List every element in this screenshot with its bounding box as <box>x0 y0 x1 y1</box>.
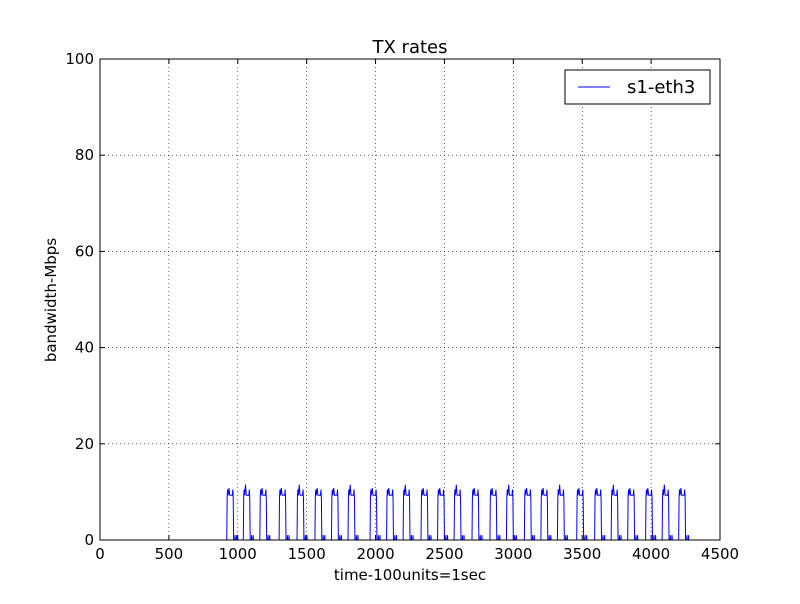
x-tick-label: 4000 <box>632 545 670 563</box>
x-tick-label: 1000 <box>219 545 257 563</box>
grid-lines <box>100 59 720 540</box>
x-tick-label: 500 <box>155 545 184 563</box>
series-line-s1-eth3 <box>100 484 692 541</box>
y-tick-label: 0 <box>84 531 94 549</box>
plot-area-frame <box>99 58 721 541</box>
x-tick-label: 1500 <box>288 545 326 563</box>
y-tick-label: 80 <box>75 146 94 164</box>
x-tick-label: 3500 <box>563 545 601 563</box>
y-axis-label: bandwidth-Mbps <box>42 238 60 362</box>
x-tick-label: 3000 <box>494 545 532 563</box>
axis-ticks: 0 500 1000 1500 2000 2500 3000 3500 4000 4500 0 20 4… <box>65 50 739 563</box>
series-lines <box>100 484 692 541</box>
legend-label-s1-eth3: s1-eth3 <box>627 77 695 98</box>
x-tick-label: 0 <box>95 545 105 563</box>
legend: s1-eth3 <box>564 69 711 105</box>
y-tick-label: 100 <box>65 50 94 68</box>
x-axis-label: time-100units=1sec <box>334 566 486 584</box>
y-tick-label: 20 <box>75 435 94 453</box>
y-tick-label: 60 <box>75 242 94 260</box>
x-tick-label: 2500 <box>425 545 463 563</box>
x-tick-label: 4500 <box>701 545 739 563</box>
x-tick-label: 2000 <box>356 545 394 563</box>
chart-title: TX rates <box>372 37 448 58</box>
y-tick-label: 40 <box>75 339 94 357</box>
